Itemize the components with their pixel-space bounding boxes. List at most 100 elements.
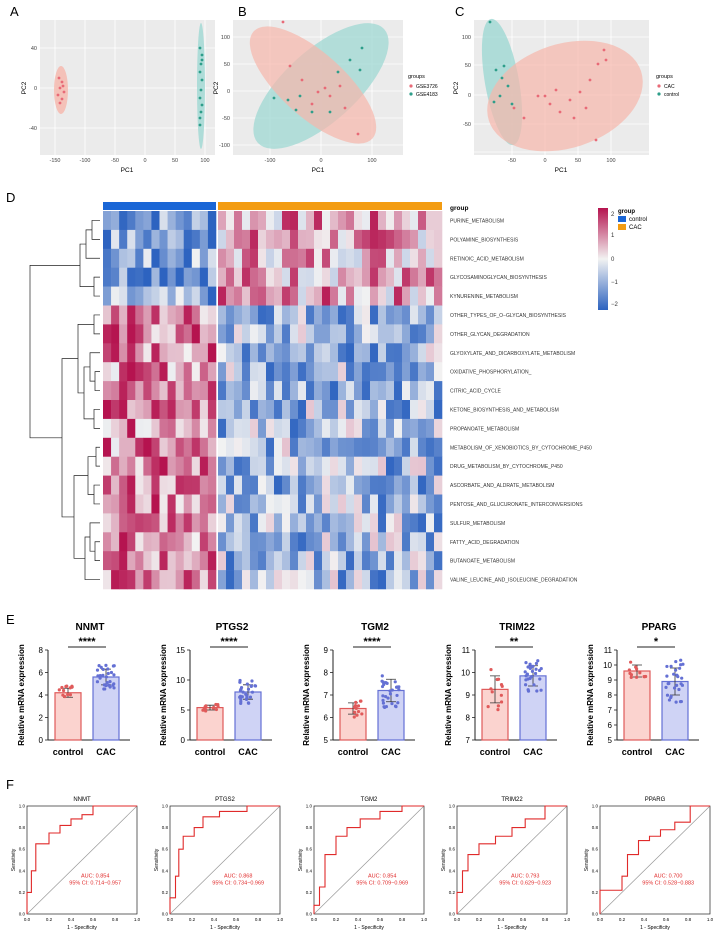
heatmap-cell [242,286,251,306]
bar-data-point [664,685,668,690]
bar-data-point [99,665,103,669]
heatmap-cell [314,343,323,363]
heatmap-cell [175,343,185,363]
heatmap-cell [386,211,395,231]
bar-control [196,706,224,741]
heatmap-cell [199,532,209,552]
roc-y-tick-label: 0.0 [449,912,456,917]
heatmap-cell [434,475,443,495]
heatmap-cell [418,267,427,287]
bar-y-tick-label: 9 [608,676,613,685]
heatmap-cell [266,551,275,571]
roc-y-tick-label: 0.0 [162,912,169,917]
heatmap-cell [159,229,168,250]
heatmap-cell [354,400,363,420]
heatmap-row-label: CITRIC_ACID_CYCLE [450,389,502,395]
bar-data-point [239,701,243,706]
heatmap-cell [111,286,120,306]
heatmap-cell [151,286,160,306]
panel-label-d: D [6,190,15,205]
heatmap-cell [111,211,120,231]
heatmap-cell [298,532,307,552]
heatmap-cell [143,381,152,401]
heatmap-legend-control-swatch [618,216,626,222]
heatmap-cell [175,494,185,514]
bar-y-label: Relative mRNA expression [159,644,168,746]
heatmap-cell [362,400,371,420]
heatmap-cell [151,229,160,250]
bar-data-point [535,689,539,693]
heatmap-cell [362,532,371,552]
roc-ci-text: 95% CI: 0.528−0.883 [642,880,694,886]
heatmap-dendrogram [29,220,100,580]
heatmap-cell [386,513,395,533]
heatmap-cell [218,324,227,344]
heatmap-cell [135,532,144,552]
bar-data-point [539,666,543,671]
heatmap-cell [135,418,144,439]
heatmap-cell [410,381,419,401]
heatmap-cell [322,324,331,344]
heatmap-cell [119,475,128,495]
heatmap-cell [135,305,144,325]
heatmap-cell [250,400,259,420]
heatmap-cell [314,362,323,382]
heatmap-cell [426,456,435,476]
bar-data-point [68,686,72,690]
bar-data-point [499,683,504,687]
roc-x-tick-label: 1.0 [421,917,428,922]
heatmap-cell [298,570,307,590]
heatmap-cell [330,456,339,476]
heatmap-cell [175,229,185,250]
heatmap-cell [434,456,443,476]
heatmap-cell [119,400,128,420]
roc-y-tick-label: 1.0 [449,804,456,809]
heatmap-cell [314,570,323,590]
roc-title: PPARG [645,797,666,803]
heatmap-cell [394,305,403,325]
heatmap-cell [322,494,331,514]
heatmap-cell [386,324,395,344]
heatmap-cell [199,229,209,250]
heatmap-cell [250,418,259,439]
heatmap-cell [362,551,371,571]
heatmap-row-label: PROPANOATE_METABOLISM [450,426,519,432]
heatmap-legend-title: group [618,209,635,215]
heatmap-cell [346,475,355,495]
heatmap-cell [266,437,275,457]
heatmap-cell [127,248,136,268]
heatmap-cell [191,475,201,495]
heatmap-cell [402,513,411,533]
heatmap-cell [314,324,323,344]
heatmap-cell [218,570,227,590]
pca-a-points-teal [198,46,204,127]
heatmap-cell [111,343,120,363]
heatmap-cell [274,286,283,306]
heatmap-row-label: ASCORBATE_AND_ALDRATE_METABOLISM [450,483,554,489]
heatmap-cell [183,211,193,231]
heatmap-cell [167,418,176,439]
heatmap-cell [378,532,387,552]
roc-diagonal [169,805,281,915]
heatmap-cell [274,400,283,420]
heatmap-cell [199,248,209,268]
bar-data-point [532,683,536,687]
bar-y-tick-label: 9 [466,691,471,700]
pca-c-points-control [488,20,514,106]
heatmap-cell [242,532,251,552]
heatmap-cell [111,248,120,268]
heatmap-cell [183,248,193,268]
roc-auc-text: AUC: 0.700 [654,873,682,879]
heatmap-cell [354,229,363,250]
heatmap-cell [103,362,112,382]
heatmap-cell [226,362,235,382]
heatmap-cell [370,532,379,552]
heatmap-cell [314,551,323,571]
heatmap-cell [386,286,395,306]
heatmap-cell [258,418,267,439]
roc-x-tick-label: 0.6 [377,917,384,922]
heatmap-cell [426,362,435,382]
heatmap-cell [362,437,371,457]
heatmap-cell [322,437,331,457]
heatmap-cell [378,286,387,306]
